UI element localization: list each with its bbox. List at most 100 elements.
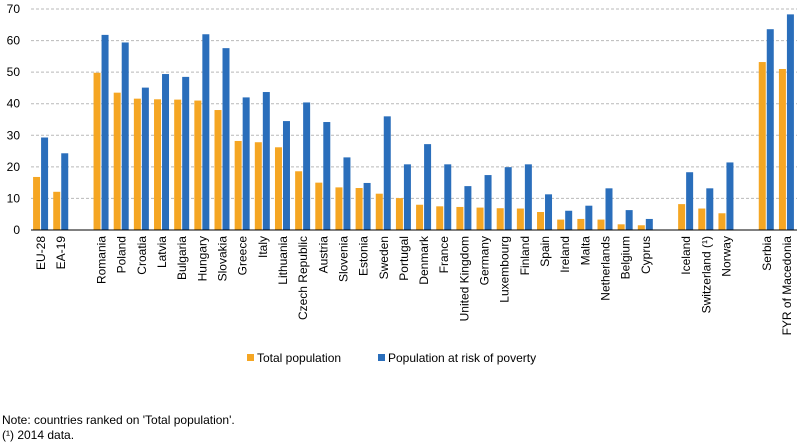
bar-total-population: [476, 207, 484, 230]
x-category-label: FYR of Macedonia: [780, 236, 794, 336]
bar-risk-of-poverty: [524, 164, 532, 230]
legend: Total population Population at risk of p…: [247, 351, 536, 365]
x-category-label: Malta: [578, 236, 592, 266]
bar-total-population: [335, 187, 343, 230]
bar-risk-of-poverty: [726, 162, 734, 230]
x-category-label: Poland: [115, 236, 129, 273]
y-tick-label: 20: [7, 160, 21, 174]
x-category-label: Cyprus: [639, 236, 653, 274]
bar-total-population: [154, 99, 162, 231]
bar-total-population: [234, 140, 242, 230]
bar-risk-of-poverty: [645, 218, 653, 230]
bar-risk-of-poverty: [444, 164, 452, 230]
bar-total-population: [617, 224, 625, 230]
bar-risk-of-poverty: [545, 194, 553, 230]
bar-total-population: [295, 171, 303, 230]
x-category-label: Czech Republic: [296, 236, 310, 320]
bar-total-population: [33, 176, 41, 230]
x-category-label: Netherlands: [599, 236, 613, 301]
bar-total-population: [516, 208, 524, 230]
bar-risk-of-poverty: [141, 87, 149, 230]
bar-risk-of-poverty: [282, 121, 290, 230]
bar-risk-of-poverty: [303, 102, 311, 230]
legend-swatch-poverty: [378, 354, 385, 361]
bar-risk-of-poverty: [424, 144, 432, 230]
bar-risk-of-poverty: [786, 14, 794, 231]
x-category-label: France: [437, 236, 451, 274]
y-tick-label: 50: [7, 65, 21, 79]
y-tick-label: 10: [7, 191, 21, 205]
bar-total-population: [254, 142, 262, 230]
bar-risk-of-poverty: [625, 210, 633, 230]
bar-total-population: [355, 188, 363, 230]
x-category-label: Spain: [538, 236, 552, 267]
x-category-label: Bulgaria: [175, 236, 189, 280]
legend-swatch-total: [247, 354, 254, 361]
x-category-label: EU-28: [34, 236, 48, 270]
bar-total-population: [93, 72, 101, 230]
bar-total-population: [537, 212, 545, 230]
x-category-label: Slovakia: [216, 236, 230, 282]
bar-risk-of-poverty: [766, 29, 774, 230]
bar-total-population: [597, 219, 605, 230]
bar-total-population: [637, 225, 645, 230]
x-category-label: Iceland: [679, 236, 693, 275]
bar-total-population: [133, 98, 141, 230]
bar-total-population: [113, 92, 121, 231]
x-category-label: Greece: [236, 236, 250, 276]
bar-risk-of-poverty: [565, 210, 573, 230]
x-category-label: Switzerland (¹): [699, 236, 713, 313]
x-category-label: Luxembourg: [498, 236, 512, 303]
x-category-label: United Kingdom: [457, 236, 471, 321]
bar-risk-of-poverty: [504, 167, 512, 230]
x-category-label: Serbia: [760, 236, 774, 271]
x-category-label: Finland: [518, 236, 532, 275]
bar-risk-of-poverty: [686, 172, 694, 230]
x-category-label: Slovenia: [336, 236, 350, 282]
chart: 0 10 20 30 40 50 60 70 EU-28 EA-19 Romania Poland C…: [7, 2, 797, 365]
x-category-label: Croatia: [135, 236, 149, 275]
x-category-label: Italy: [256, 236, 270, 258]
bar-risk-of-poverty: [484, 175, 492, 230]
bar-total-population: [718, 213, 726, 230]
x-category-label: Portugal: [397, 236, 411, 281]
bar-risk-of-poverty: [343, 157, 351, 230]
x-category-label: Germany: [478, 236, 492, 285]
y-tick-label: 30: [7, 128, 21, 142]
bars: [33, 14, 794, 231]
y-tick-label: 70: [7, 2, 21, 16]
x-category-label: EA-19: [54, 236, 68, 270]
legend-label-poverty: Population at risk of poverty: [388, 351, 536, 365]
x-category-label: Austria: [316, 236, 330, 274]
bar-total-population: [496, 208, 504, 230]
bar-risk-of-poverty: [363, 182, 371, 230]
bar-total-population: [53, 191, 61, 230]
bar-risk-of-poverty: [202, 34, 210, 230]
bar-risk-of-poverty: [262, 92, 270, 230]
x-category-label: Lithuania: [276, 236, 290, 285]
bar-total-population: [375, 193, 383, 230]
bar-risk-of-poverty: [323, 122, 331, 230]
bar-risk-of-poverty: [605, 188, 613, 230]
y-tick-label: 40: [7, 97, 21, 111]
bar-risk-of-poverty: [61, 153, 69, 230]
x-category-label: Latvia: [155, 236, 169, 268]
bar-risk-of-poverty: [222, 48, 230, 230]
y-axis-ticks: 0 10 20 30 40 50 60 70: [7, 2, 21, 237]
x-category-label: Ireland: [558, 236, 572, 273]
bar-total-population: [557, 219, 565, 230]
bar-risk-of-poverty: [383, 116, 391, 230]
x-axis-labels: EU-28 EA-19 Romania Poland Croatia Latvia Bulg…: [34, 235, 794, 335]
bar-total-population: [698, 208, 706, 230]
bar-total-population: [758, 62, 766, 230]
bar-total-population: [456, 206, 464, 230]
bar-total-population: [778, 68, 786, 230]
bar-risk-of-poverty: [182, 76, 190, 230]
bar-risk-of-poverty: [585, 205, 593, 230]
footnote-ranking: Note: countries ranked on 'Total populat…: [2, 413, 235, 427]
x-category-label: Denmark: [417, 235, 431, 285]
footnote-2014-data: (¹) 2014 data.: [2, 428, 75, 442]
bar-risk-of-poverty: [162, 74, 170, 230]
x-category-label: Romania: [95, 236, 109, 284]
bar-total-population: [577, 218, 585, 230]
